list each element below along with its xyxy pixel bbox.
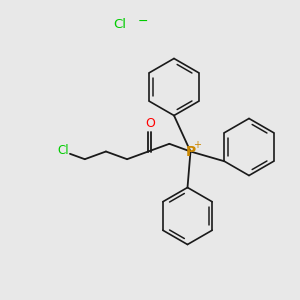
Text: −: − <box>137 14 148 28</box>
Text: P: P <box>185 145 196 158</box>
Text: +: + <box>193 140 201 150</box>
Text: O: O <box>145 118 155 130</box>
Text: Cl: Cl <box>113 17 127 31</box>
Text: Cl: Cl <box>58 144 69 157</box>
